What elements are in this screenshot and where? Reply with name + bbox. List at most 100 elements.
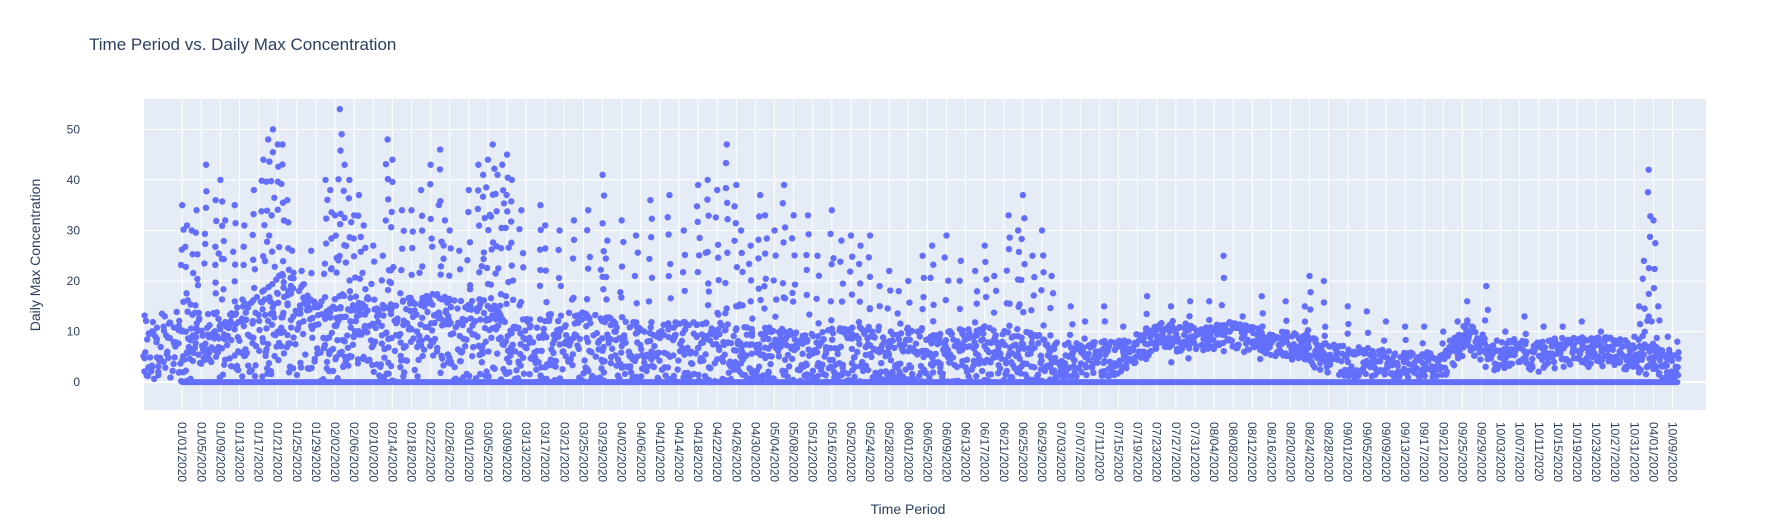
data-point <box>973 372 980 380</box>
data-point <box>157 343 164 351</box>
data-point <box>537 266 544 274</box>
data-point-peak <box>1019 191 1027 199</box>
data-point <box>1450 347 1457 354</box>
data-point <box>785 363 793 370</box>
data-point <box>204 324 211 331</box>
data-point <box>352 293 360 300</box>
x-tick-label: 04/01/2020 <box>1646 422 1660 482</box>
data-point <box>350 253 358 260</box>
data-point <box>600 343 607 351</box>
data-point <box>645 298 653 305</box>
data-point <box>509 341 516 349</box>
data-point <box>218 296 226 303</box>
data-point <box>268 212 275 219</box>
data-point <box>160 358 167 366</box>
data-point <box>1245 346 1253 353</box>
data-point <box>1384 364 1391 372</box>
data-point <box>491 302 498 309</box>
data-point <box>1038 287 1045 294</box>
data-point <box>1021 260 1028 268</box>
x-tick-label: 03/05/2020 <box>481 422 495 482</box>
data-point <box>848 291 856 298</box>
data-point <box>632 373 640 381</box>
data-point <box>809 332 817 340</box>
data-point-peak <box>264 136 272 143</box>
data-point <box>1049 290 1057 297</box>
data-point <box>440 362 447 369</box>
data-point <box>1259 310 1266 317</box>
data-point <box>347 294 354 302</box>
data-point <box>695 371 702 379</box>
data-point-peak <box>518 207 525 214</box>
data-point <box>820 336 827 343</box>
data-point <box>263 325 270 332</box>
data-point <box>587 319 594 327</box>
data-point <box>203 188 210 195</box>
data-point <box>1339 342 1347 350</box>
data-point <box>221 335 229 343</box>
data-point <box>457 348 464 356</box>
data-point <box>332 305 339 313</box>
data-point <box>1238 335 1246 342</box>
data-point <box>492 190 499 198</box>
data-point <box>651 342 658 350</box>
data-point <box>182 263 190 271</box>
data-point <box>240 261 247 269</box>
data-point <box>1364 329 1372 337</box>
data-point-peak <box>1067 303 1074 310</box>
data-point <box>975 352 982 359</box>
data-point-peak <box>828 207 836 214</box>
data-point <box>1433 372 1441 380</box>
data-point-peak <box>928 242 936 249</box>
data-point <box>492 270 499 277</box>
data-point <box>1065 339 1072 346</box>
data-point <box>789 289 796 297</box>
data-point <box>743 352 750 359</box>
data-point <box>694 218 701 226</box>
data-point <box>516 225 523 233</box>
data-point <box>847 329 854 336</box>
data-point <box>722 326 729 334</box>
data-point <box>600 369 608 376</box>
data-point <box>1322 323 1329 330</box>
data-point <box>755 236 762 243</box>
data-point <box>755 346 763 353</box>
data-point-peak <box>761 212 769 219</box>
data-point <box>260 287 268 294</box>
data-point <box>733 263 741 271</box>
data-point <box>828 336 836 343</box>
data-point <box>844 377 851 384</box>
data-point <box>252 342 260 350</box>
data-point <box>1176 323 1183 331</box>
data-point-peak <box>231 201 238 209</box>
data-point <box>1094 359 1101 366</box>
data-point <box>1101 337 1108 345</box>
data-point <box>329 367 337 375</box>
data-point-peak <box>288 247 296 254</box>
data-point <box>474 333 481 340</box>
data-point <box>791 252 798 259</box>
data-point <box>1344 358 1352 366</box>
data-point <box>352 317 360 325</box>
data-point <box>1308 352 1315 360</box>
data-point <box>1484 306 1492 314</box>
y-axis-ticks: 0 10 20 30 40 50 <box>67 122 81 389</box>
data-point <box>956 326 964 333</box>
data-point <box>459 321 466 329</box>
data-point-peak <box>599 171 606 179</box>
data-point <box>1454 351 1461 358</box>
data-point <box>920 274 927 282</box>
data-point <box>397 330 404 338</box>
data-point <box>217 321 224 328</box>
data-point <box>1031 273 1038 281</box>
data-point <box>234 366 242 374</box>
data-point <box>855 260 863 268</box>
data-point <box>1317 366 1324 373</box>
data-point <box>1435 357 1442 365</box>
data-point <box>788 235 796 242</box>
data-point-peak <box>183 222 191 229</box>
data-point <box>456 266 464 273</box>
data-point <box>724 321 731 328</box>
data-point <box>1206 316 1213 324</box>
x-tick-label: 09/17/2020 <box>1417 422 1431 482</box>
